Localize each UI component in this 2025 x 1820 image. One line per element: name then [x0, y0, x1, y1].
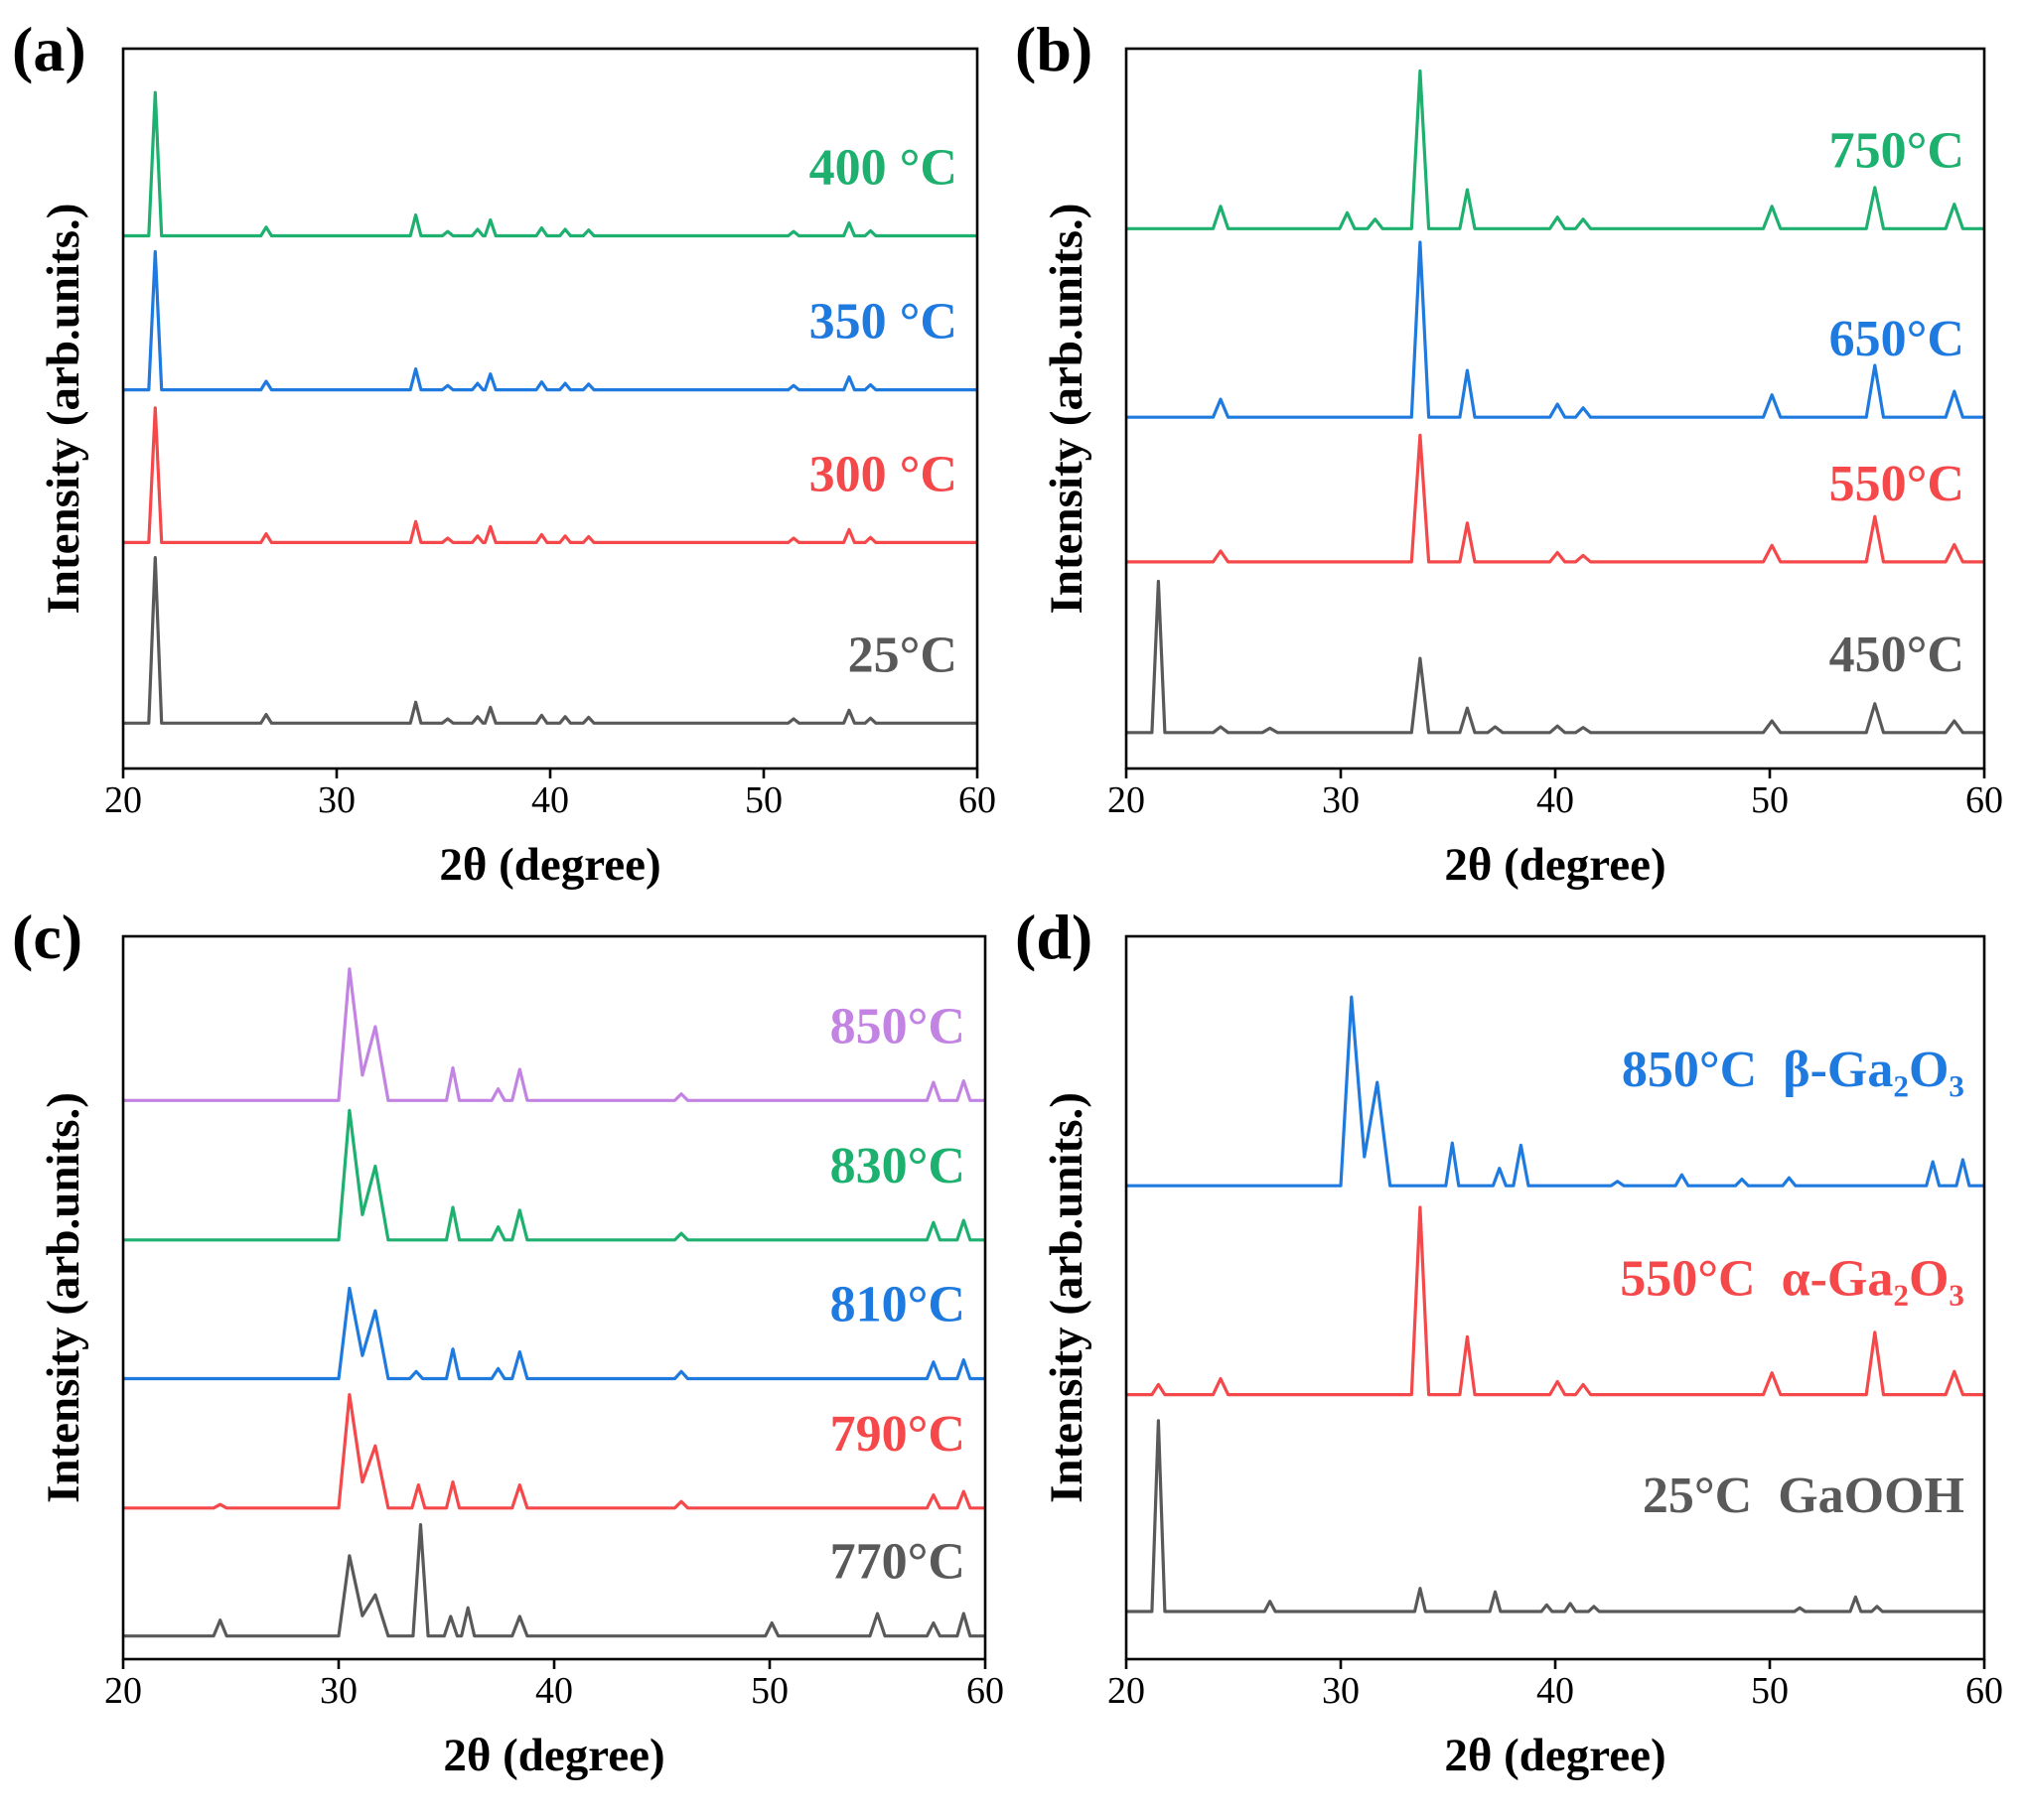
x-tick-label: 60	[966, 1670, 1004, 1712]
series-label: 750°C	[1829, 122, 1964, 179]
y-axis-title: Intensity (arb.units.)	[38, 204, 89, 615]
pattern-line	[1126, 995, 1984, 1188]
pattern-line	[1126, 1419, 1984, 1613]
series-label: 350 °C	[809, 294, 957, 350]
x-tick-label: 60	[1965, 779, 2003, 821]
pattern-line	[123, 1108, 985, 1242]
y-axis-title: Intensity (arb.units.)	[1041, 1092, 1092, 1503]
series-label: 400 °C	[809, 140, 957, 197]
pattern-line	[123, 1393, 985, 1510]
x-tick-label: 50	[745, 779, 783, 821]
series-label: 550°C	[1829, 456, 1964, 512]
series-label: 300 °C	[809, 446, 957, 502]
x-tick-label: 30	[1322, 779, 1360, 821]
panel: (b) 450°C 550°C 650°C 750°C 20 30 40 50 60 2θ (deg…	[1015, 14, 2003, 891]
panel: (d) 25°C GaOOH 550°C α-Ga₂O₃ 850°C β-Ga₂O₃ 2…	[1015, 902, 2003, 1781]
x-axis-title: 2θ (degree)	[1444, 839, 1665, 891]
pattern-line	[1126, 240, 1984, 419]
panel: (a) 25°C 300 °C 350 °C 400 °C 20 30 40 50 60 2θ (d…	[12, 14, 996, 891]
series-label: 830°C	[830, 1138, 965, 1194]
x-tick-label: 30	[1322, 1670, 1360, 1712]
series-label: 790°C	[830, 1406, 965, 1463]
series-label: 450°C	[1829, 627, 1964, 683]
x-tick-label: 20	[1107, 779, 1145, 821]
x-axis-title: 2θ (degree)	[439, 839, 660, 891]
x-tick-label: 40	[535, 1670, 573, 1712]
x-tick-label: 40	[1536, 1670, 1574, 1712]
series-label: 650°C	[1829, 311, 1964, 367]
pattern-line	[123, 967, 985, 1102]
pattern-line	[1126, 69, 1984, 230]
x-tick-label: 20	[104, 779, 142, 821]
series-label: 770°C	[830, 1534, 965, 1591]
x-axis-title: 2θ (degree)	[443, 1730, 664, 1781]
x-tick-label: 60	[1965, 1670, 2003, 1712]
x-tick-label: 40	[1536, 779, 1574, 821]
series-label: 550°C α-Ga₂O₃	[1620, 1251, 1964, 1308]
x-tick-label: 50	[1751, 1670, 1789, 1712]
pattern-line	[1126, 433, 1984, 564]
series-label: 25°C GaOOH	[1643, 1468, 1964, 1524]
x-tick-label: 40	[531, 779, 569, 821]
pattern-line	[123, 1523, 985, 1638]
x-tick-label: 50	[751, 1670, 789, 1712]
pattern-line	[123, 1286, 985, 1381]
panel-label: (c)	[12, 902, 82, 972]
x-tick-label: 20	[1107, 1670, 1145, 1712]
series-label: 810°C	[830, 1277, 965, 1333]
pattern-line	[1126, 579, 1984, 735]
series-label: 850°C	[830, 998, 965, 1054]
pattern-line	[123, 249, 977, 392]
pattern-line	[123, 406, 977, 544]
pattern-line	[1126, 1205, 1984, 1397]
panel-label: (d)	[1015, 902, 1092, 972]
panel-label: (b)	[1015, 14, 1092, 84]
panel: (c) 770°C 790°C 810°C 830°C 850°C 20 30 40 50 60 2θ…	[12, 902, 1004, 1781]
series-label: 850°C β-Ga₂O₃	[1622, 1042, 1964, 1098]
x-tick-label: 50	[1751, 779, 1789, 821]
x-tick-label: 20	[104, 1670, 142, 1712]
y-axis-title: Intensity (arb.units.)	[38, 1092, 89, 1503]
pattern-line	[123, 556, 977, 725]
x-tick-label: 60	[958, 779, 996, 821]
x-axis-title: 2θ (degree)	[1444, 1730, 1665, 1781]
x-tick-label: 30	[318, 779, 356, 821]
series-label: 25°C	[848, 627, 957, 683]
y-axis-title: Intensity (arb.units.)	[1041, 204, 1092, 615]
x-tick-label: 30	[320, 1670, 358, 1712]
pattern-line	[123, 90, 977, 238]
panel-label: (a)	[12, 14, 86, 84]
